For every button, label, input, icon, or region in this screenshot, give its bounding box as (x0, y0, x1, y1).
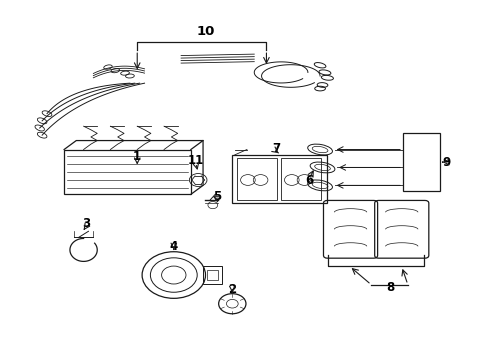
Text: 9: 9 (442, 156, 450, 168)
Bar (402, 134, 439, 191)
Text: 2: 2 (228, 283, 236, 296)
Bar (64, 149, 190, 194)
Text: 3: 3 (82, 217, 90, 230)
Text: 1: 1 (133, 150, 141, 163)
Text: 8: 8 (386, 281, 394, 294)
Text: 7: 7 (272, 142, 280, 155)
Text: 4: 4 (169, 240, 178, 253)
Text: 6: 6 (305, 174, 313, 186)
Bar (237, 158, 277, 200)
Bar (206, 270, 217, 280)
Text: 10: 10 (196, 25, 214, 38)
Bar (232, 155, 327, 203)
Text: 11: 11 (187, 154, 203, 167)
Text: 5: 5 (213, 190, 222, 203)
Bar (281, 158, 321, 200)
Bar (203, 266, 221, 284)
